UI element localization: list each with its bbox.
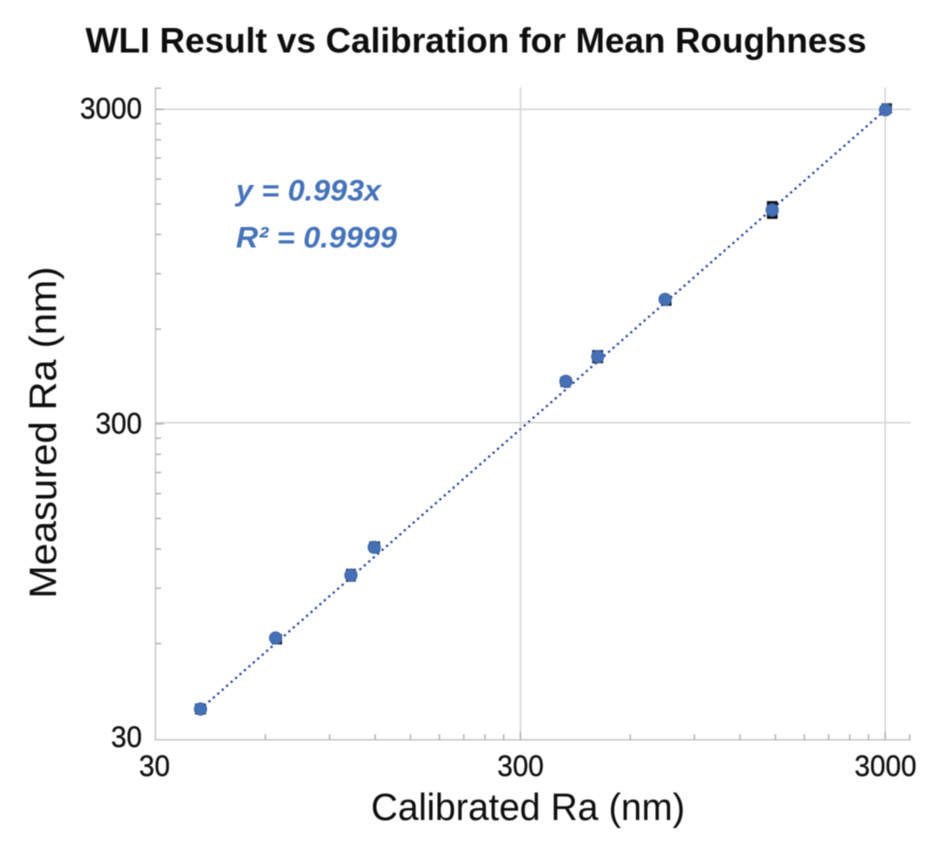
svg-text:30: 30 [111, 721, 142, 754]
svg-text:300: 300 [497, 750, 544, 783]
svg-text:3000: 3000 [80, 92, 142, 125]
svg-text:Measured Ra (nm): Measured Ra (nm) [23, 267, 65, 599]
svg-text:300: 300 [96, 407, 143, 440]
svg-text:30: 30 [139, 750, 170, 783]
svg-text:3000: 3000 [855, 750, 917, 783]
svg-text:Calibrated Ra (nm): Calibrated Ra (nm) [371, 787, 685, 829]
svg-text:y = 0.993x: y = 0.993x [234, 175, 382, 208]
svg-text:R² = 0.9999: R² = 0.9999 [236, 222, 397, 255]
svg-text:WLI Result vs Calibration for: WLI Result vs Calibration for Mean Rough… [86, 22, 867, 61]
